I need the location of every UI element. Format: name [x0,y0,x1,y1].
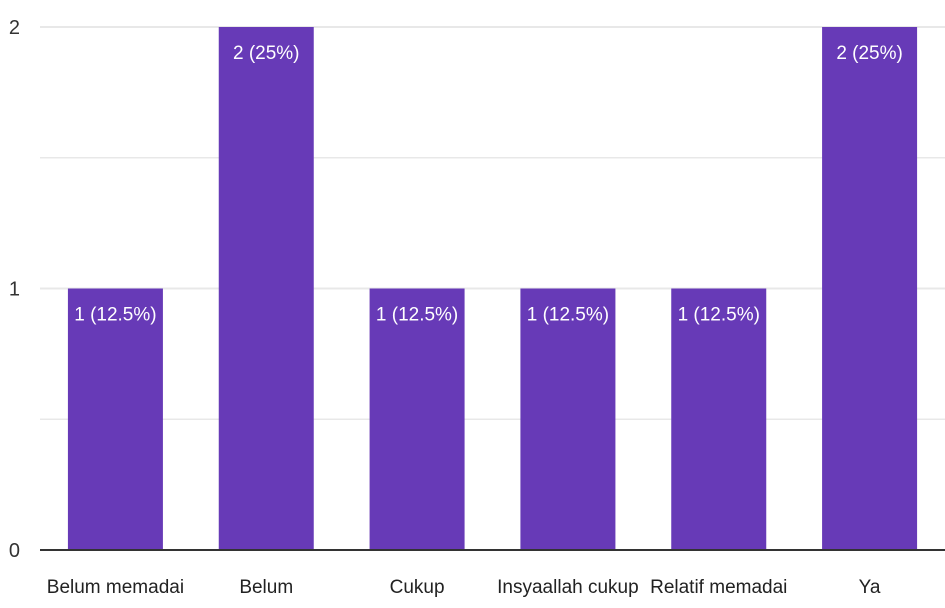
gridlines [40,26,945,420]
y-tick-label: 0 [9,540,20,562]
bar [671,288,767,550]
y-tick-label: 2 [9,17,20,39]
x-category-label: Belum memadai [47,577,184,598]
bar-data-label: 1 (12.5%) [376,305,458,326]
bar [520,288,616,550]
bar-data-label: 1 (12.5%) [678,305,760,326]
bar [218,27,314,550]
x-category-label: Belum [239,577,293,598]
bar [67,288,163,550]
x-category-label: Relatif memadai [650,577,787,598]
bar-data-label: 2 (25%) [233,43,300,64]
x-category-label: Insyaallah cukup [497,577,639,598]
y-tick-label: 1 [9,279,20,301]
bar-data-label: 1 (12.5%) [527,305,609,326]
x-category-label: Cukup [390,577,445,598]
y-axis-ticks: 0 1 2 [9,17,20,562]
x-category-label: Ya [859,577,881,598]
bar-data-label: 1 (12.5%) [74,305,156,326]
x-axis-labels: Belum memadai Belum Cukup Insyaallah cukup R… [47,577,881,598]
bar [822,27,918,550]
bars: 1 (12.5%) 2 (25%) 1 (12.5%) 1 (12.5%) 1 (12.… [67,27,918,550]
bar [369,288,465,550]
bar-data-label: 2 (25%) [836,43,903,64]
